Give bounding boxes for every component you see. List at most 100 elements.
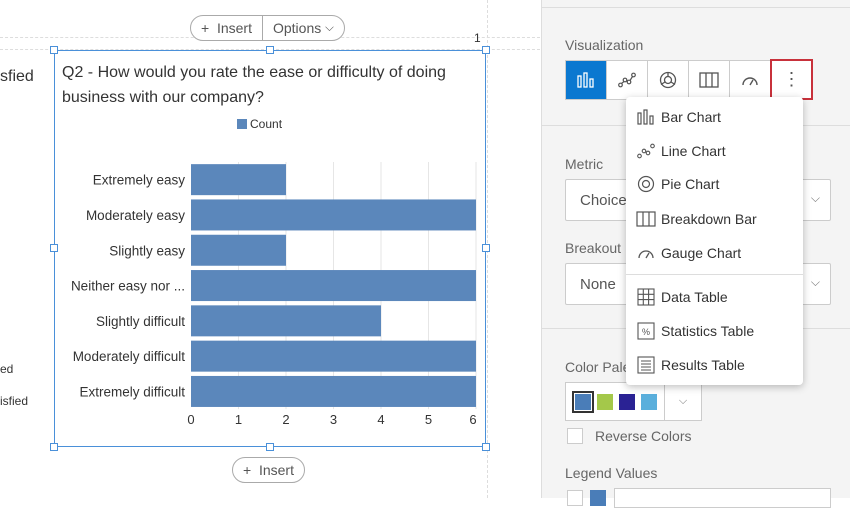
resize-handle[interactable] xyxy=(50,244,58,252)
legend-values-label: Legend Values xyxy=(565,465,658,481)
resize-handle[interactable] xyxy=(482,244,490,252)
legend-swatch xyxy=(237,119,247,129)
left-fragment: sfied xyxy=(0,68,34,85)
menu-item-label: Gauge Chart xyxy=(661,245,742,261)
resize-handle[interactable] xyxy=(482,443,490,451)
x-tick-label: 6 xyxy=(469,412,476,427)
left-fragment: ed xyxy=(0,362,14,376)
insert-label: Insert xyxy=(216,20,252,36)
resize-handle[interactable] xyxy=(266,46,274,54)
insert-options-toolbar: + Insert Options ⌵ xyxy=(190,15,345,41)
bar xyxy=(191,164,286,196)
resize-handle[interactable] xyxy=(482,46,490,54)
x-tick-label: 0 xyxy=(187,412,194,427)
metric-value: Choice xyxy=(580,192,627,209)
x-tick-label: 4 xyxy=(377,412,384,427)
bar-chart-button[interactable] xyxy=(566,61,607,99)
x-tick-label: 2 xyxy=(282,412,289,427)
resize-handle[interactable] xyxy=(266,443,274,451)
visualization-menu: Bar Chart Line Chart Pie Chart Breakdown Ba… xyxy=(626,97,803,385)
reverse-colors-label: Reverse Colors xyxy=(595,428,692,444)
menu-item-label: Line Chart xyxy=(661,143,726,159)
menu-item-pie-chart[interactable]: Pie Chart xyxy=(626,169,803,199)
bar xyxy=(191,270,476,302)
bar-chart-icon xyxy=(636,109,656,125)
line-chart-button[interactable] xyxy=(607,61,648,99)
breakdown-bar-icon xyxy=(699,72,719,88)
insert-button[interactable]: + Insert xyxy=(201,20,252,36)
chevron-down-icon: ⌵ xyxy=(810,191,820,205)
more-vertical-icon: ⋮ xyxy=(782,69,801,89)
pie-chart-button[interactable] xyxy=(648,61,689,99)
menu-item-bar-chart[interactable]: Bar Chart xyxy=(626,102,803,132)
y-category-label: Slightly difficult xyxy=(96,314,185,329)
menu-item-label: Statistics Table xyxy=(661,323,755,339)
gauge-chart-icon xyxy=(742,77,758,86)
breakout-label: Breakout xyxy=(565,240,622,256)
legend-swatch xyxy=(590,490,606,506)
bottom-insert-button[interactable]: + Insert xyxy=(232,457,305,483)
settings-panel: Visualization ⋮ Metric Choice ⌵ Breakout … xyxy=(541,0,850,508)
resize-handle[interactable] xyxy=(50,46,58,54)
gauge-chart-icon xyxy=(636,247,656,259)
x-tick-label: 5 xyxy=(425,412,432,427)
options-button[interactable]: Options ⌵ xyxy=(261,16,344,40)
reverse-colors-checkbox[interactable] xyxy=(567,428,583,444)
statistics-table-icon: % xyxy=(636,322,656,340)
y-category-label: Neither easy nor ... xyxy=(71,279,185,294)
y-category-label: Slightly easy xyxy=(109,243,185,258)
breakout-value: None xyxy=(580,276,616,293)
svg-text:%: % xyxy=(642,327,650,337)
pie-chart-icon xyxy=(659,71,677,89)
x-tick-label: 1 xyxy=(235,412,242,427)
menu-item-results-table[interactable]: Results Table xyxy=(626,350,803,380)
gauge-chart-button[interactable] xyxy=(730,61,771,99)
bar-chart: 0 1 2 3 4 5 6 Extremely easy Moderately easy Slig… xyxy=(71,162,477,427)
menu-divider xyxy=(626,274,803,275)
left-fragment: isfied xyxy=(0,394,29,408)
chart-title: Q2 - How would you rate the ease or diff… xyxy=(62,64,446,106)
pie-chart-icon xyxy=(636,175,656,193)
visualization-selector xyxy=(565,60,772,100)
legend-checkbox[interactable] xyxy=(567,490,583,506)
y-category-label: Extremely difficult xyxy=(79,384,185,399)
color-palette-select[interactable]: ⌵ xyxy=(565,382,702,421)
breakdown-bar-button[interactable] xyxy=(689,61,730,99)
legend-value-input[interactable] xyxy=(614,488,831,508)
chevron-down-icon[interactable]: ⌵ xyxy=(664,383,701,420)
bar xyxy=(191,199,476,231)
color-palette-label: Color Palette xyxy=(565,359,646,375)
chart-legend: Count xyxy=(237,117,282,131)
legend-label: Count xyxy=(250,117,283,131)
x-tick-label: 3 xyxy=(330,412,337,427)
bar-chart-icon xyxy=(577,72,594,88)
y-category-label: Moderately easy xyxy=(86,208,185,223)
menu-item-statistics-table[interactable]: % Statistics Table xyxy=(626,316,803,346)
more-options-button[interactable]: ⋮ xyxy=(770,59,813,100)
insert-label: Insert xyxy=(258,462,294,478)
data-table-icon xyxy=(636,288,656,306)
menu-item-breakdown-bar[interactable]: Breakdown Bar xyxy=(626,204,803,234)
palette-swatch xyxy=(572,390,594,413)
options-label: Options xyxy=(272,20,322,36)
chevron-down-icon: ⌵ xyxy=(325,21,334,34)
resize-handle[interactable] xyxy=(50,443,58,451)
y-category-label: Moderately difficult xyxy=(73,349,186,364)
menu-item-data-table[interactable]: Data Table xyxy=(626,282,803,312)
menu-item-gauge-chart[interactable]: Gauge Chart xyxy=(626,238,803,268)
chevron-down-icon: ⌵ xyxy=(810,275,820,289)
report-canvas: + Insert Options ⌵ 1 sfied ed isfied Q2 … xyxy=(0,0,540,498)
palette-swatch xyxy=(641,393,657,410)
palette-swatch xyxy=(597,393,613,410)
bar xyxy=(191,305,381,337)
menu-item-label: Results Table xyxy=(661,357,745,373)
visualization-label: Visualization xyxy=(565,37,644,53)
bar xyxy=(191,375,476,407)
menu-item-label: Bar Chart xyxy=(661,109,721,125)
metric-label: Metric xyxy=(565,156,604,172)
y-category-label: Extremely easy xyxy=(93,173,186,188)
menu-item-label: Data Table xyxy=(661,289,728,305)
line-chart-icon xyxy=(636,143,656,159)
menu-item-line-chart[interactable]: Line Chart xyxy=(626,136,803,166)
menu-item-label: Pie Chart xyxy=(661,176,720,192)
